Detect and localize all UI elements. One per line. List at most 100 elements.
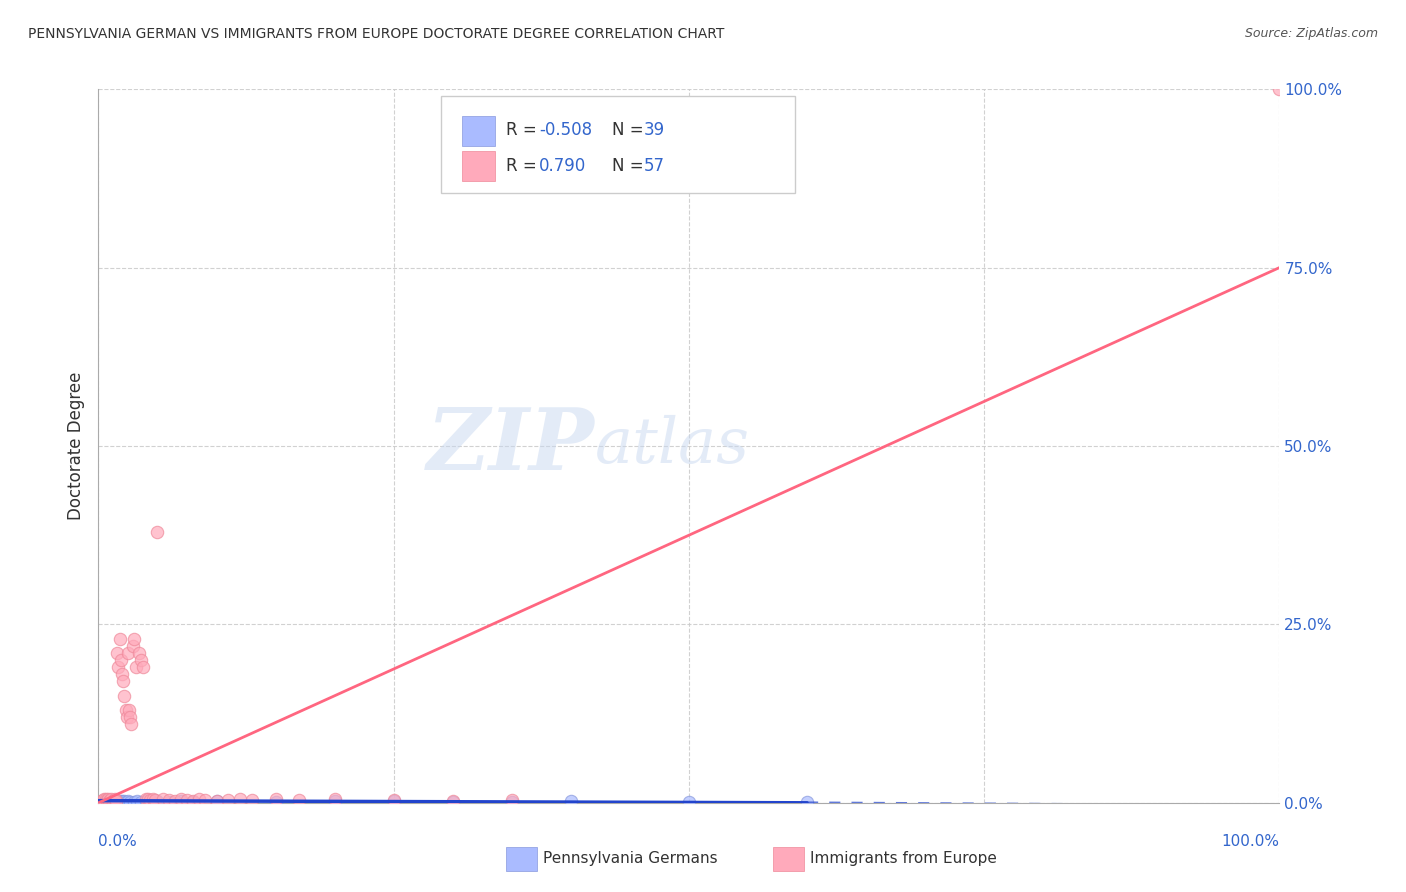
- Point: [796, 795, 818, 809]
- Point: [98, 794, 121, 808]
- Point: [112, 794, 135, 808]
- Text: Source: ZipAtlas.com: Source: ZipAtlas.com: [1244, 27, 1378, 40]
- Point: [288, 793, 311, 807]
- Point: [382, 793, 405, 807]
- Point: [101, 794, 124, 808]
- Point: [105, 794, 128, 808]
- Point: [112, 795, 135, 809]
- Point: [105, 794, 128, 808]
- Text: R =: R =: [506, 157, 547, 175]
- Point: [104, 794, 127, 808]
- Point: [98, 794, 121, 808]
- Point: [264, 792, 287, 806]
- Point: [181, 795, 204, 809]
- Text: R =: R =: [506, 121, 541, 139]
- Point: [100, 795, 122, 809]
- Point: [323, 792, 346, 806]
- Point: [112, 689, 135, 703]
- Point: [98, 794, 121, 808]
- Point: [181, 794, 204, 808]
- Point: [118, 703, 141, 717]
- Text: ZIP: ZIP: [426, 404, 595, 488]
- Point: [97, 795, 120, 809]
- Point: [501, 793, 523, 807]
- FancyBboxPatch shape: [463, 116, 495, 146]
- Point: [108, 794, 131, 808]
- Point: [91, 794, 114, 808]
- Text: N =: N =: [612, 121, 650, 139]
- Point: [117, 646, 139, 660]
- Point: [1268, 82, 1291, 96]
- Point: [135, 794, 157, 808]
- Point: [94, 791, 117, 805]
- Point: [122, 632, 145, 646]
- Point: [93, 792, 115, 806]
- Point: [441, 795, 464, 809]
- Point: [136, 791, 159, 805]
- Point: [105, 646, 128, 660]
- Y-axis label: Doctorate Degree: Doctorate Degree: [66, 372, 84, 520]
- Text: -0.508: -0.508: [538, 121, 592, 139]
- Point: [111, 667, 134, 681]
- Point: [107, 795, 129, 809]
- Point: [132, 660, 155, 674]
- Point: [91, 793, 114, 807]
- Point: [127, 794, 149, 808]
- Text: Pennsylvania Germans: Pennsylvania Germans: [543, 852, 717, 866]
- Point: [135, 792, 157, 806]
- Text: 0.0%: 0.0%: [98, 834, 138, 849]
- Point: [165, 794, 187, 808]
- Point: [97, 792, 120, 806]
- Point: [105, 795, 128, 809]
- FancyBboxPatch shape: [463, 151, 495, 180]
- Point: [108, 632, 131, 646]
- Text: 0.790: 0.790: [538, 157, 586, 175]
- Text: Immigrants from Europe: Immigrants from Europe: [810, 852, 997, 866]
- Point: [194, 793, 217, 807]
- Point: [176, 793, 198, 807]
- Point: [121, 717, 143, 731]
- Point: [240, 793, 263, 807]
- Point: [146, 524, 169, 539]
- Point: [560, 794, 582, 808]
- Point: [264, 795, 287, 809]
- Text: PENNSYLVANIA GERMAN VS IMMIGRANTS FROM EUROPE DOCTORATE DEGREE CORRELATION CHART: PENNSYLVANIA GERMAN VS IMMIGRANTS FROM E…: [28, 27, 724, 41]
- Point: [129, 653, 152, 667]
- Point: [115, 710, 138, 724]
- Point: [152, 792, 174, 806]
- Point: [143, 793, 166, 807]
- Point: [98, 793, 121, 807]
- Text: atlas: atlas: [595, 415, 749, 477]
- Point: [101, 794, 124, 808]
- Point: [112, 674, 135, 689]
- Point: [217, 793, 239, 807]
- Point: [678, 795, 700, 809]
- Point: [110, 653, 132, 667]
- Point: [129, 795, 152, 809]
- Text: 57: 57: [644, 157, 665, 175]
- FancyBboxPatch shape: [441, 96, 796, 193]
- Point: [142, 792, 165, 806]
- Point: [94, 795, 117, 809]
- Point: [157, 795, 180, 809]
- Point: [104, 792, 127, 806]
- Point: [382, 794, 405, 808]
- Point: [103, 795, 125, 809]
- Point: [103, 793, 125, 807]
- Point: [93, 794, 115, 808]
- Point: [122, 795, 145, 809]
- Point: [110, 795, 132, 809]
- Point: [114, 703, 136, 717]
- Point: [139, 793, 162, 807]
- Point: [501, 795, 523, 809]
- Text: 100.0%: 100.0%: [1222, 834, 1279, 849]
- Text: N =: N =: [612, 157, 650, 175]
- Point: [205, 794, 228, 808]
- Point: [111, 794, 134, 808]
- Point: [107, 660, 129, 674]
- Point: [205, 794, 228, 808]
- Point: [323, 794, 346, 808]
- Point: [120, 795, 142, 809]
- Point: [128, 646, 150, 660]
- Point: [100, 792, 122, 806]
